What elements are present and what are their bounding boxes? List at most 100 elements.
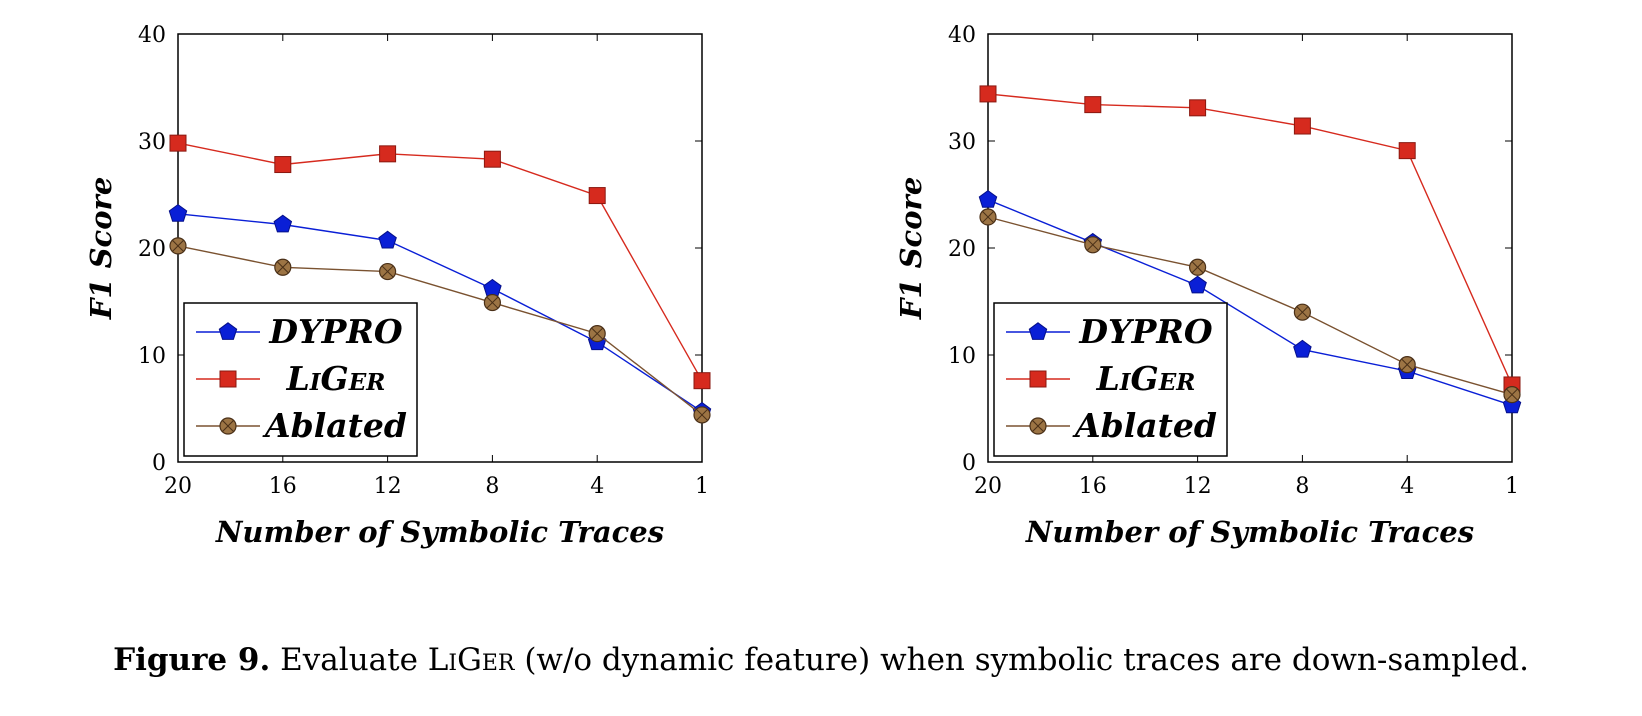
right-series-liger-point-20 [979, 85, 997, 103]
left-series-ablated-point-1-cross-b [696, 408, 708, 421]
right-ytick-label-40: 40 [948, 23, 976, 48]
right-series-ablated-point-8-cross-b [1296, 306, 1309, 319]
right-series-ablated-point-1 [1503, 385, 1521, 404]
right-x-axis-title: Number of Symbolic Traces [1025, 515, 1474, 549]
left-ytick-label-40: 40 [138, 23, 166, 48]
left-series-liger-line [177, 142, 703, 382]
left-series-dypro-point-16 [273, 214, 293, 233]
left-series-liger [169, 134, 711, 390]
left-series-liger-point-20 [169, 134, 187, 152]
right-ytick-label-30: 30 [948, 130, 976, 155]
left-legend-entry-liger-marker [219, 370, 237, 388]
left-legend-entry-liger: LiGer [196, 359, 385, 398]
right-xtick-label-12: 12 [1184, 474, 1212, 499]
right-series-liger [979, 85, 1521, 394]
left-x-axis-title: Number of Symbolic Traces [215, 515, 664, 549]
left-legend-entry-dypro-label: DYPRO [268, 312, 402, 351]
right-legend: DYPRO LiGer Ablated [993, 302, 1228, 457]
left-series-ablated-point-20-cross-b [172, 239, 184, 252]
right-legend-entry-ablated-marker [1029, 417, 1047, 435]
left-legend-entry-dypro: DYPRO [196, 312, 403, 351]
left-legend-entry-liger-label: LiGer [286, 359, 386, 398]
left-xtick-label-20: 20 [164, 474, 192, 499]
left-series-liger-point-16 [274, 156, 292, 174]
left-xtick-label-8: 8 [485, 474, 499, 499]
left-series-ablated [169, 237, 711, 424]
right-series-dypro-point-12 [1188, 275, 1207, 294]
left-series-ablated-point-4-cross-b [591, 327, 604, 340]
left-series-dypro-point-8 [483, 278, 502, 297]
right-ytick-label-20: 20 [948, 237, 976, 262]
right-legend-entry-liger-label: LiGer [1096, 359, 1196, 398]
right-ytick-label-10: 10 [948, 344, 976, 369]
right-series-liger-point-8 [1293, 117, 1311, 135]
right-series-ablated-line [987, 216, 1513, 396]
right-series-ablated [979, 208, 1521, 404]
left-series-ablated-line [177, 245, 703, 416]
right-series-liger-point-4 [1398, 142, 1416, 160]
right-series-dypro-point-20 [978, 189, 998, 208]
right-legend-entry-dypro: DYPRO [1006, 312, 1213, 351]
left-series-ablated-point-20 [169, 237, 187, 255]
left-y-axis-title: F1 Score [84, 177, 118, 321]
right-legend-entry-dypro-label: DYPRO [1078, 312, 1212, 351]
left-series-dypro-point-20 [168, 203, 188, 222]
caption-text-before: Evaluate [270, 642, 428, 678]
left-ytick-label-30: 30 [138, 130, 166, 155]
right-series-ablated-point-20 [979, 208, 997, 226]
right-series-ablated-point-12 [1189, 258, 1207, 276]
left-legend-entry-ablated: Ablated [196, 406, 407, 445]
left-series-liger-point-8 [483, 150, 501, 168]
right-legend-entry-liger: LiGer [1006, 359, 1195, 398]
right-series-ablated-point-20-cross-b [982, 211, 994, 223]
right-legend-entry-dypro-marker [1028, 322, 1048, 340]
right-xtick-label-1: 1 [1505, 474, 1519, 499]
left-series-ablated-point-16-cross-b [276, 261, 289, 274]
right-series-liger-point-12 [1189, 99, 1207, 117]
left-series-ablated-point-8-cross-b [486, 296, 499, 309]
left-legend-entry-ablated-marker-cross-b [222, 420, 234, 432]
right-series-liger-point-16 [1084, 96, 1102, 114]
right-series-dypro-line [987, 199, 1513, 406]
right-xtick-label-8: 8 [1295, 474, 1309, 499]
left-xtick-label-1: 1 [695, 474, 709, 499]
left-ytick-label-10: 10 [138, 344, 166, 369]
chart-left: 0 10 20 30 40 20 16 12 8 4 1 Number of Symbolic Tra… [84, 23, 712, 549]
right-series-liger-line [987, 93, 1513, 386]
right-xtick-label-16: 16 [1079, 474, 1107, 499]
left-series-ablated-point-12-cross-b [381, 265, 394, 278]
left-series-liger-point-12 [379, 145, 397, 163]
left-legend-entry-ablated-label: Ablated [262, 406, 407, 445]
left-legend-entry-dypro-marker [218, 322, 238, 340]
left-legend-entry-ablated-marker [219, 417, 237, 435]
left-xtick-label-12: 12 [374, 474, 402, 499]
left-series-liger-point-1 [693, 372, 711, 390]
right-series-ablated-point-8 [1293, 303, 1311, 321]
caption-system-name: LiGer [427, 642, 515, 678]
right-series-ablated-point-12-cross-b [1191, 261, 1204, 274]
left-series-dypro-line [177, 213, 703, 413]
right-legend-entry-liger-marker [1029, 370, 1047, 388]
chart-right: 0 10 20 30 40 20 16 12 8 4 1 Number of Symbolic Tra… [894, 23, 1522, 549]
left-xtick-label-4: 4 [590, 474, 604, 499]
figure-caption: Figure 9. Evaluate LiGer (w/o dynamic fe… [0, 640, 1642, 680]
left-series-ablated-point-4 [588, 325, 606, 343]
right-legend-entry-ablated: Ablated [1006, 406, 1217, 445]
right-series-dypro-point-8 [1293, 339, 1312, 358]
right-xtick-label-4: 4 [1400, 474, 1414, 499]
left-series-ablated-point-1 [693, 406, 711, 424]
left-legend: DYPRO LiGer Ablated [183, 302, 418, 457]
left-series-dypro-point-12 [378, 230, 397, 249]
right-ytick-label-0: 0 [962, 451, 976, 476]
right-y-axis-title: F1 Score [894, 177, 928, 321]
right-series-ablated-point-16 [1084, 236, 1102, 254]
left-xtick-label-16: 16 [269, 474, 297, 499]
right-series-ablated-point-16-cross-b [1086, 238, 1099, 251]
right-legend-entry-ablated-marker-cross-b [1032, 420, 1044, 432]
left-series-liger-point-4 [588, 187, 606, 205]
left-ytick-label-20: 20 [138, 237, 166, 262]
left-series-ablated-point-8 [483, 293, 501, 312]
left-ytick-label-0: 0 [152, 451, 166, 476]
right-series-ablated-point-1-cross-b [1506, 388, 1518, 401]
